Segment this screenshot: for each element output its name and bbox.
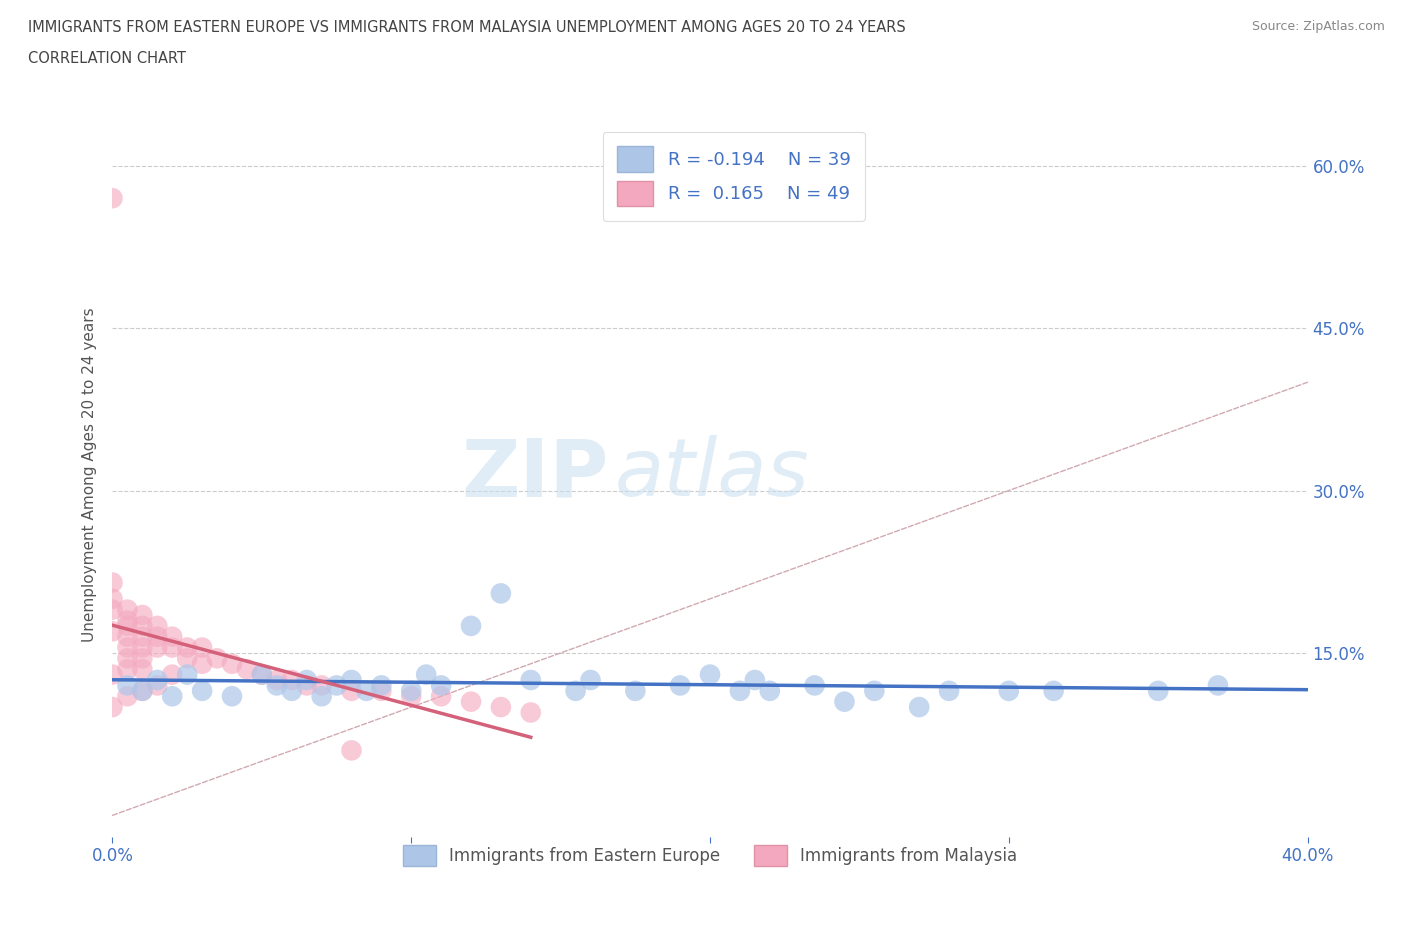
Point — [146, 630, 169, 644]
Point — [340, 672, 363, 687]
Point — [101, 575, 124, 590]
Point — [131, 684, 153, 698]
Point — [117, 613, 139, 628]
Point — [340, 743, 363, 758]
Point — [117, 603, 139, 618]
Point — [221, 689, 243, 704]
Point — [117, 689, 139, 704]
Point — [311, 689, 333, 704]
Y-axis label: Unemployment Among Ages 20 to 24 years: Unemployment Among Ages 20 to 24 years — [82, 307, 97, 642]
Point — [430, 689, 453, 704]
Point — [176, 651, 198, 666]
Point — [101, 603, 124, 618]
Point — [460, 694, 482, 709]
Point — [295, 678, 318, 693]
Point — [162, 689, 183, 704]
Point — [101, 591, 124, 606]
Point — [236, 662, 259, 677]
Text: CORRELATION CHART: CORRELATION CHART — [28, 51, 186, 66]
Point — [744, 672, 766, 687]
Point — [131, 618, 153, 633]
Text: Source: ZipAtlas.com: Source: ZipAtlas.com — [1251, 20, 1385, 33]
Point — [101, 699, 124, 714]
Point — [998, 684, 1021, 698]
Point — [146, 640, 169, 655]
Point — [489, 586, 512, 601]
Text: ZIP: ZIP — [461, 435, 609, 513]
Point — [759, 684, 782, 698]
Point — [176, 667, 198, 682]
Point — [460, 618, 482, 633]
Point — [117, 630, 139, 644]
Point — [221, 657, 243, 671]
Text: IMMIGRANTS FROM EASTERN EUROPE VS IMMIGRANTS FROM MALAYSIA UNEMPLOYMENT AMONG AG: IMMIGRANTS FROM EASTERN EUROPE VS IMMIGR… — [28, 20, 905, 35]
Point — [101, 667, 124, 682]
Point — [131, 662, 153, 677]
Point — [176, 640, 198, 655]
Point — [250, 667, 273, 682]
Point — [520, 705, 543, 720]
Point — [117, 618, 139, 633]
Point — [131, 684, 153, 698]
Text: atlas: atlas — [614, 435, 810, 513]
Point — [401, 684, 423, 698]
Point — [430, 678, 453, 693]
Point — [908, 699, 931, 714]
Legend: Immigrants from Eastern Europe, Immigrants from Malaysia: Immigrants from Eastern Europe, Immigran… — [396, 839, 1024, 872]
Point — [1147, 684, 1170, 698]
Point — [131, 630, 153, 644]
Point — [162, 630, 183, 644]
Point — [146, 678, 169, 693]
Point — [191, 640, 214, 655]
Point — [131, 651, 153, 666]
Point — [669, 678, 692, 693]
Point — [415, 667, 437, 682]
Point — [295, 672, 318, 687]
Point — [101, 191, 124, 206]
Point — [281, 684, 304, 698]
Point — [1206, 678, 1229, 693]
Point — [356, 684, 378, 698]
Point — [489, 699, 512, 714]
Point — [803, 678, 825, 693]
Point — [728, 684, 751, 698]
Point — [938, 684, 960, 698]
Point — [370, 684, 392, 698]
Point — [191, 684, 214, 698]
Point — [1042, 684, 1064, 698]
Point — [117, 640, 139, 655]
Point — [162, 640, 183, 655]
Point — [117, 662, 139, 677]
Point — [146, 672, 169, 687]
Point — [205, 651, 228, 666]
Point — [131, 640, 153, 655]
Point — [131, 607, 153, 622]
Point — [117, 651, 139, 666]
Point — [146, 618, 169, 633]
Point — [401, 689, 423, 704]
Point — [624, 684, 647, 698]
Point — [370, 678, 392, 693]
Point — [863, 684, 886, 698]
Point — [117, 678, 139, 693]
Point — [101, 624, 124, 639]
Point — [191, 657, 214, 671]
Point — [834, 694, 856, 709]
Point — [325, 678, 347, 693]
Point — [564, 684, 586, 698]
Point — [520, 672, 543, 687]
Point — [281, 672, 304, 687]
Point — [340, 684, 363, 698]
Point — [311, 678, 333, 693]
Point — [579, 672, 602, 687]
Point — [162, 667, 183, 682]
Point — [266, 672, 288, 687]
Point — [266, 678, 288, 693]
Point — [250, 667, 273, 682]
Point — [699, 667, 721, 682]
